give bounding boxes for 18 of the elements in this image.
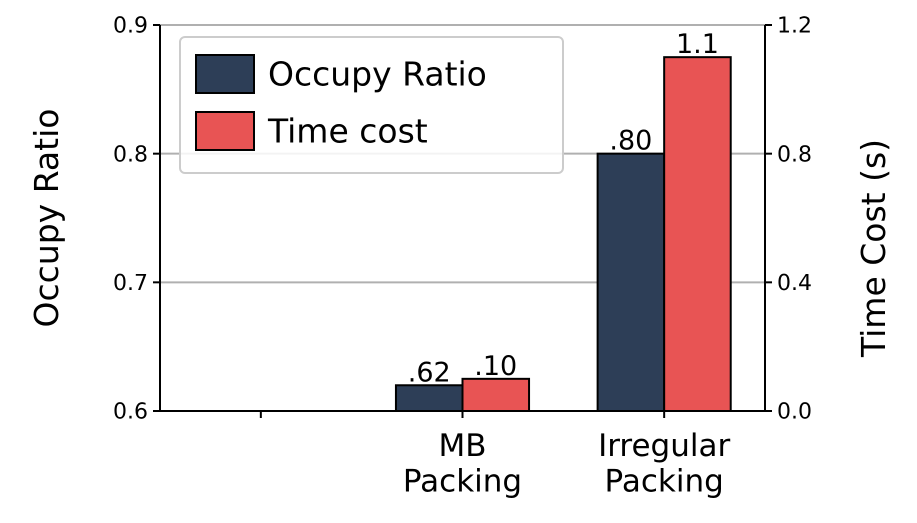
- x-tick-label: Irregular Packing: [598, 428, 730, 500]
- x-tick-label: MB Packing: [402, 428, 522, 500]
- y2-tick-label: 0.8: [777, 142, 812, 168]
- legend-label: Occupy Ratio: [268, 54, 487, 94]
- data-label: 1.1: [676, 29, 719, 60]
- legend-label: Time cost: [267, 112, 428, 151]
- data-label: .62: [408, 357, 451, 388]
- data-label: .80: [609, 126, 652, 157]
- y2-axis-title: Time Cost (s): [854, 138, 893, 358]
- data-label: .10: [474, 350, 518, 382]
- y-tick-label: 0.8: [113, 142, 148, 168]
- y2-tick-label: 0.4: [777, 271, 812, 296]
- y-axis-title: Occupy Ratio: [27, 108, 66, 328]
- y2-tick-label: 0.0: [777, 400, 812, 425]
- y-tick-label: 0.6: [113, 400, 148, 425]
- y-tick-label: 0.7: [113, 271, 148, 296]
- y2-tick-label: 1.2: [777, 14, 812, 39]
- y-tick-label: 0.9: [113, 14, 148, 39]
